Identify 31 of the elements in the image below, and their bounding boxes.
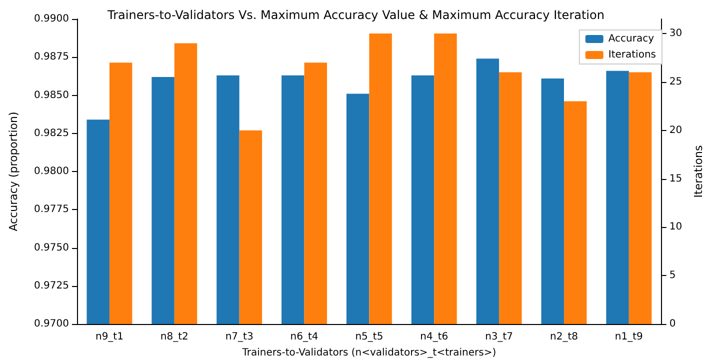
x-tick-label: n5_t5 [355,332,384,342]
y-tick-label: 0.9800 [34,166,69,177]
x-tick-label: n1_t9 [614,332,643,342]
y2-tick-label: 10 [669,222,682,233]
x-tick-label: n3_t7 [485,332,514,342]
x-tick-label: n2_t8 [550,332,578,342]
x-tick-label: n9_t1 [95,332,124,342]
y2-tick-label: 30 [669,28,682,40]
y-tick-label: 0.9825 [34,128,69,139]
y-tick-label: 0.9875 [34,52,69,63]
y-tick-label: 0.9900 [34,14,69,24]
y2-tick-label: 25 [669,76,682,88]
x-tick-label: n8_t2 [160,332,188,342]
x-tick-label: n6_t4 [290,332,318,342]
y2-tick-label: 20 [669,124,682,136]
y-tick-label: 0.9850 [34,90,69,101]
y-tick-label: 0.9725 [34,280,69,292]
x-tick-label: n7_t3 [225,332,254,342]
y2-tick-label: 0 [669,318,676,330]
y2-tick-label: 15 [669,173,682,184]
y2-axis-title: Iterations [692,145,705,198]
x-tick-label: n4_t6 [420,332,448,342]
y-tick-label: 0.9775 [34,204,69,216]
y-axis-title: Accuracy (proportion) [7,112,20,232]
x-axis-title: Trainers-to-Validators (n<validators>_t<trainers>) [241,348,496,358]
chart-title: Trainers-to-Validators Vs. Maximum Accuracy Value & Maximum Accuracy Iteration [106,8,604,22]
y-tick-label: 0.9700 [34,318,69,330]
y2-tick-label: 5 [669,270,676,282]
legend-label: Accuracy [608,34,654,44]
legend-label: Iterations [608,50,656,60]
y-tick-label: 0.9750 [34,242,69,254]
